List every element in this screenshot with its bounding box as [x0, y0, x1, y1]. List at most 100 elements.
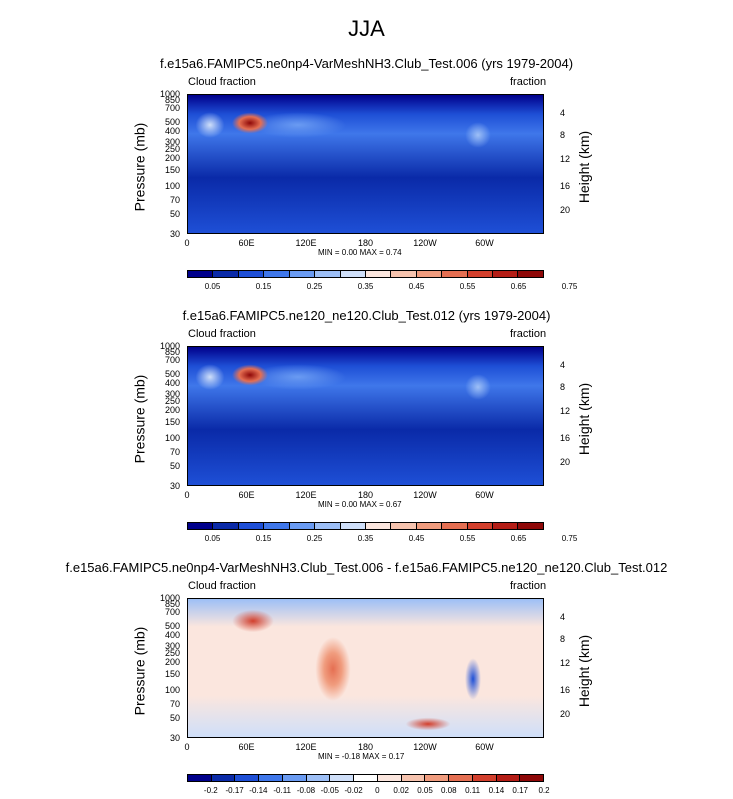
y-tick-label: 1000 [159, 593, 180, 603]
colorbar-segment [518, 523, 543, 529]
y-tick-label: 1000 [159, 341, 180, 351]
y-tick-label: 500 [164, 368, 180, 379]
colorbar-tick-label: 0.11 [465, 786, 481, 795]
colorbar-segment [467, 523, 494, 529]
y-right-tick-label: 12 [560, 658, 571, 669]
x-tick-label: 0 [184, 742, 190, 752]
y-tick-label: 500 [164, 620, 180, 631]
colorbar-tick-label: 0.17 [512, 786, 528, 795]
colorbar-segment [518, 271, 543, 277]
colorbar-segment [235, 775, 260, 781]
y-right-tick-label: 20 [560, 456, 571, 467]
left-label: Cloud fraction [188, 76, 256, 88]
y-tick-label: 50 [169, 460, 180, 471]
colorbar-tick-label: 0.65 [510, 534, 527, 543]
colorbar-tick-label: -0.14 [249, 786, 268, 795]
y-right-tick-label: 20 [560, 204, 571, 215]
colorbar-tick-label: 0.55 [459, 534, 476, 543]
colorbar-tick-label: 0.25 [306, 282, 323, 291]
colorbar-segment [496, 775, 521, 781]
colorbar-tick-label: 0.25 [306, 534, 323, 543]
panel-title: f.e15a6.FAMIPC5.ne0np4-VarMeshNH3.Club_T… [65, 560, 668, 575]
colorbar-segment [442, 271, 468, 277]
y-axis-label: Pressure (mb) [131, 374, 148, 464]
y-tick-label: 700 [164, 607, 180, 618]
colorbar-segment [238, 523, 265, 529]
x-tick-label: 60E [238, 238, 255, 248]
y-right-tick-label: 4 [560, 108, 566, 119]
colorbar-segment [472, 775, 497, 781]
colorbar-segment [493, 523, 519, 529]
colorbar-tick-label: -0.11 [273, 786, 292, 795]
y-tick-label: 50 [169, 208, 180, 219]
x-tick-label: 120W [413, 742, 437, 752]
y-right-tick-label: 12 [560, 406, 571, 417]
colorbar-segment [425, 775, 450, 781]
colorbar-segment [416, 271, 443, 277]
y-tick-label: 400 [164, 125, 180, 136]
y-tick-label: 1000 [159, 89, 180, 99]
y-tick-label: 200 [164, 657, 180, 668]
x-tick-label: 60W [475, 238, 494, 248]
colorbar-tick-label: 0.05 [417, 786, 433, 795]
y-tick-label: 50 [169, 712, 180, 723]
colorbar-tick-label: -0.2 [203, 786, 218, 795]
left-label: Cloud fraction [188, 580, 256, 592]
colorbar-tick-label: 0.14 [488, 786, 505, 795]
y-tick-label: 500 [164, 116, 180, 127]
right-label: fraction [510, 580, 547, 592]
colorbar-tick-label: -0.05 [320, 786, 339, 795]
x-tick-label: 180 [357, 490, 374, 500]
y-tick-label: 200 [164, 405, 180, 416]
y-tick-label: 70 [169, 195, 180, 206]
y-tick-label: 700 [164, 103, 180, 114]
colorbar-tick-label: 0.15 [255, 534, 272, 543]
colorbar [187, 522, 544, 530]
colorbar-segment [188, 271, 214, 277]
y-axis-label: Pressure (mb) [131, 122, 148, 212]
colorbar-segment [213, 523, 239, 529]
colorbar-segment [442, 523, 468, 529]
y-tick-label: 30 [169, 733, 180, 743]
y-axis-label-right: Height (km) [576, 130, 593, 204]
colorbar-segment [315, 523, 341, 529]
colorbar-segment [289, 523, 316, 529]
y-tick-label: 150 [164, 416, 180, 427]
colorbar-segment [377, 775, 402, 781]
right-label: fraction [510, 76, 547, 88]
colorbar-segment [282, 775, 307, 781]
y-right-tick-label: 8 [560, 130, 566, 141]
colorbar-segment [391, 523, 417, 529]
colorbar-tick-label: 0.75 [561, 534, 578, 543]
colorbar-segment [520, 775, 544, 781]
y-axis-label: Pressure (mb) [131, 626, 148, 716]
colorbar-segment [365, 271, 392, 277]
panel-title: f.e15a6.FAMIPC5.ne0np4-VarMeshNH3.Club_T… [159, 56, 574, 71]
y-right-tick-label: 8 [560, 634, 566, 645]
x-tick-label: 120W [413, 490, 437, 500]
main-title: JJA [348, 16, 385, 41]
colorbar-tick-label: 0.08 [441, 786, 457, 795]
y-tick-label: 700 [164, 355, 180, 366]
colorbar-tick-label: 0 [375, 786, 380, 795]
colorbar-tick-label: 0.35 [357, 534, 374, 543]
colorbar-segment [340, 523, 366, 529]
y-tick-label: 300 [164, 389, 180, 400]
right-label: fraction [510, 328, 547, 340]
colorbar-segment [213, 271, 239, 277]
colorbar-tick-label: 0.2 [538, 786, 550, 795]
x-tick-label: 120E [295, 238, 317, 248]
y-axis-label-right: Height (km) [576, 382, 593, 456]
colorbar-segment [449, 775, 473, 781]
plot-area [187, 94, 544, 234]
colorbar-segment [391, 271, 417, 277]
colorbar-segment [259, 775, 283, 781]
y-tick-label: 850 [164, 95, 180, 106]
x-tick-label: 60E [238, 490, 255, 500]
y-tick-label: 150 [164, 668, 180, 679]
y-tick-label: 300 [164, 137, 180, 148]
min-max-label: MIN = -0.18 MAX = 0.17 [318, 752, 405, 761]
colorbar-segment [238, 271, 265, 277]
colorbar-segment [416, 523, 443, 529]
min-max-label: MIN = 0.00 MAX = 0.74 [318, 248, 402, 257]
